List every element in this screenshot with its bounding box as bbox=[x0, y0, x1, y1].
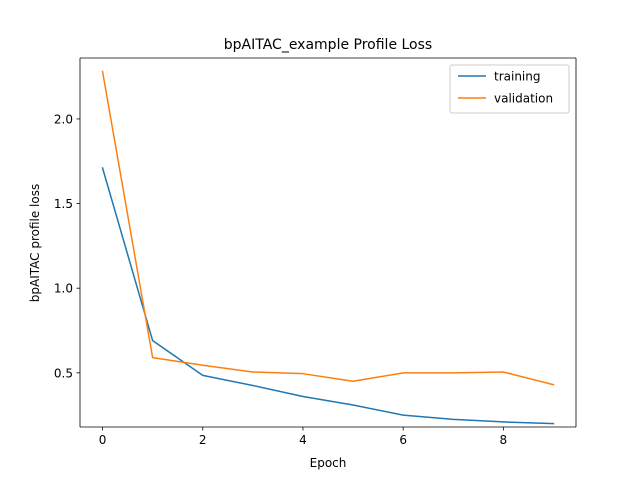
y-axis-label: bpAITAC profile loss bbox=[28, 184, 42, 302]
x-axis-label: Epoch bbox=[310, 456, 347, 470]
legend-label-training: training bbox=[494, 70, 541, 84]
x-tick-label: 0 bbox=[99, 433, 107, 447]
y-tick-label: 2.0 bbox=[54, 112, 73, 126]
y-tick-label: 1.5 bbox=[54, 197, 73, 211]
x-tick-label: 6 bbox=[399, 433, 407, 447]
series-line-training bbox=[101, 167, 555, 425]
x-tick-label: 8 bbox=[500, 433, 508, 447]
series-line-validation bbox=[101, 70, 555, 386]
chart-title: bpAITAC_example Profile Loss bbox=[224, 37, 432, 53]
x-tick-label: 4 bbox=[299, 433, 307, 447]
y-tick-label: 1.0 bbox=[54, 282, 73, 296]
legend-label-validation: validation bbox=[494, 92, 553, 106]
legend-box bbox=[449, 64, 570, 114]
plot-area: 0 2 4 6 8 0.5 1.0 1.5 2.0 training validation bbox=[54, 57, 577, 447]
y-tick-label: 0.5 bbox=[54, 366, 73, 380]
x-tick-label: 2 bbox=[199, 433, 207, 447]
